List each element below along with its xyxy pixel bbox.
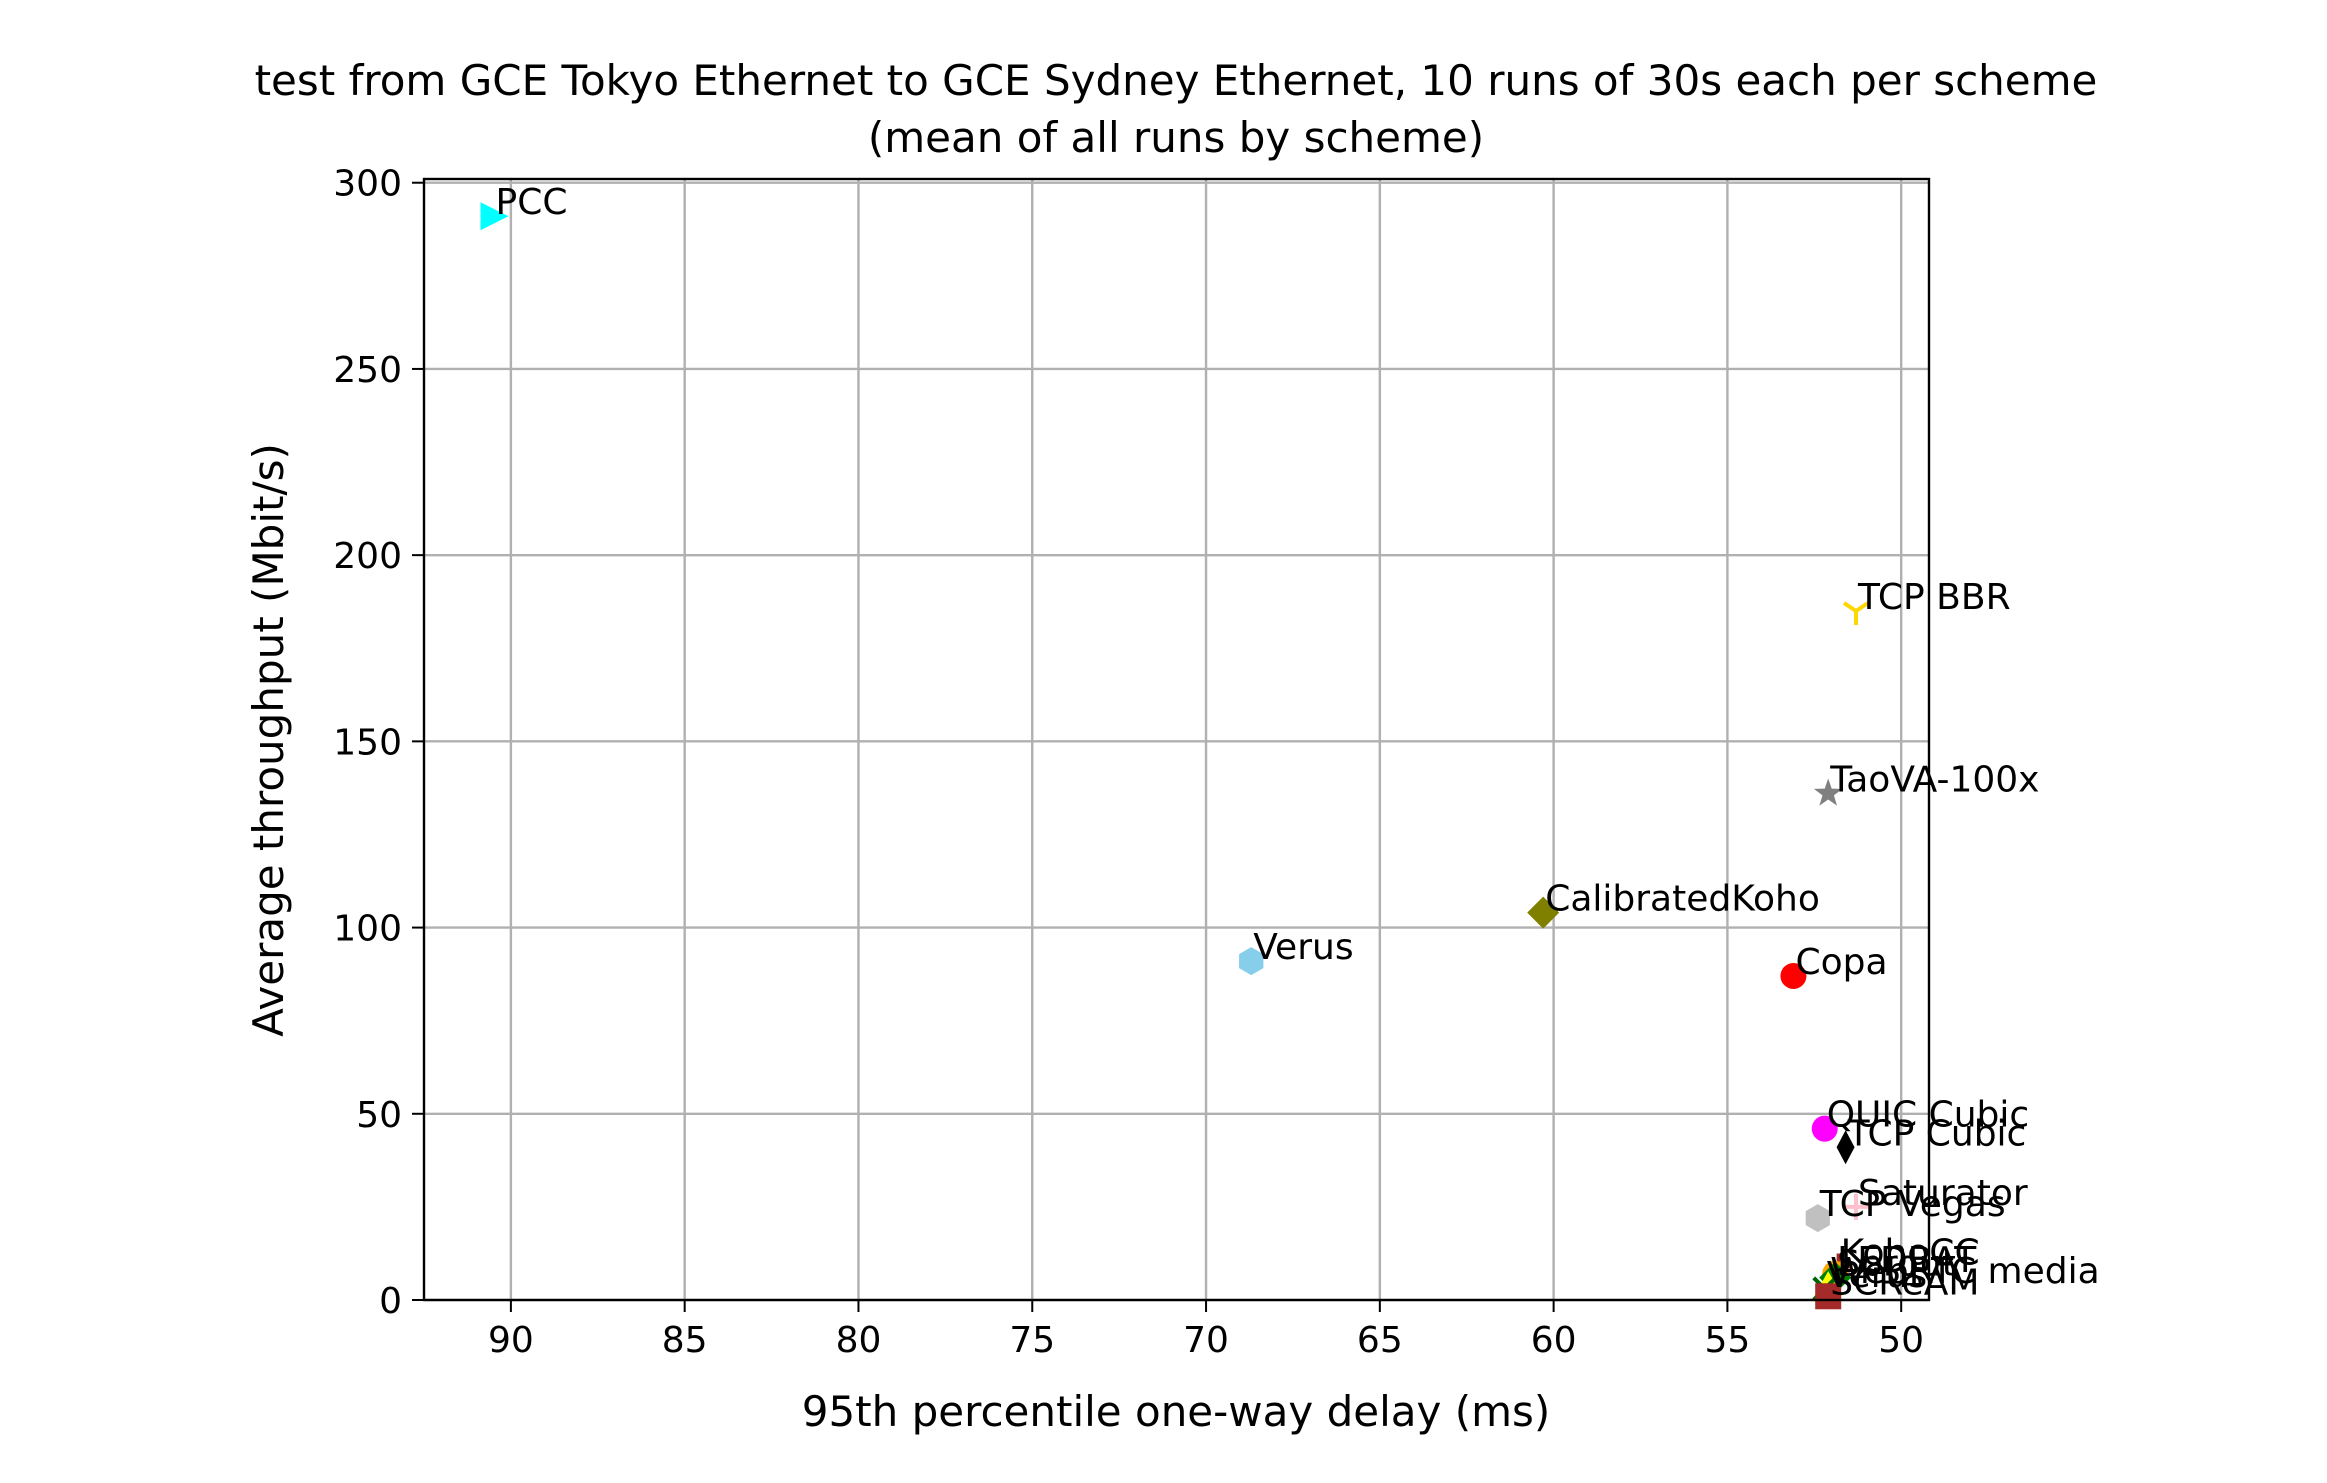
x-tick-label: 65 — [1357, 1320, 1403, 1361]
x-tick-label: 50 — [1878, 1320, 1924, 1361]
point-label: TaoVA-100x — [1829, 760, 2039, 801]
x-tick-label: 55 — [1705, 1320, 1751, 1361]
plot-frame — [422, 177, 1931, 1302]
y-tick-label: 100 — [333, 909, 402, 950]
point-label: KohoCC — [1841, 1232, 1980, 1273]
data-point — [1836, 1130, 1855, 1165]
x-tick-label: 85 — [662, 1320, 708, 1361]
x-tick-label: 75 — [1009, 1320, 1055, 1361]
chart-subtitle: (mean of all runs by scheme) — [868, 113, 1484, 162]
x-axis-label: 95th percentile one-way delay (ms) — [802, 1387, 1551, 1436]
data-point — [480, 202, 509, 231]
x-tick-label: 80 — [836, 1320, 882, 1361]
axis-ticks: 90 85 80 75 70 65 60 55 50 0 50 100 150 200 250 300 — [333, 164, 1924, 1361]
point-label: LEDBAT — [1837, 1240, 1977, 1281]
data-point — [1815, 1283, 1842, 1310]
x-tick-label: 90 — [488, 1320, 534, 1361]
data-point — [1842, 601, 1870, 626]
x-tick-label: 60 — [1531, 1320, 1577, 1361]
point-label: Sprout — [1837, 1244, 1956, 1285]
point-label: Verus — [1253, 927, 1353, 968]
point-label: TCP Cubic — [1847, 1113, 2027, 1154]
y-tick-label: 150 — [333, 722, 402, 763]
data-point — [1239, 947, 1264, 976]
y-tick-label: 50 — [356, 1095, 402, 1136]
data-point — [1811, 1115, 1838, 1142]
y-axis-label: Average throughput (Mbit/s) — [244, 443, 293, 1037]
point-label: TCP Vegas — [1819, 1184, 2006, 1225]
data-point — [1527, 896, 1560, 929]
chart-title: test from GCE Tokyo Ethernet to GCE Sydn… — [255, 56, 2098, 105]
data-points — [480, 202, 1870, 1310]
point-label: CalibratedKoho — [1545, 879, 1820, 920]
point-label: WebRTC media — [1830, 1251, 2099, 1292]
point-label: SCReAM — [1830, 1262, 1979, 1303]
data-point — [1780, 962, 1807, 989]
y-tick-label: 0 — [379, 1281, 402, 1322]
x-tick-label: 70 — [1183, 1320, 1229, 1361]
data-point — [1813, 778, 1843, 806]
point-label: Verus — [1827, 1255, 1927, 1296]
data-point — [1805, 1204, 1830, 1233]
point-label: PCC — [496, 182, 568, 223]
point-label: Copa — [1795, 942, 1887, 983]
data-point — [1843, 1193, 1870, 1220]
grid — [424, 179, 1929, 1302]
point-label: Saturator — [1858, 1173, 2028, 1214]
point-label: TCP BBR — [1857, 577, 2011, 618]
y-tick-label: 250 — [333, 350, 402, 391]
y-tick-label: 300 — [333, 164, 402, 205]
point-labels: PCC TCP BBR TaoVA-100x CalibratedKoho Verus C… — [496, 182, 2100, 1303]
y-tick-label: 200 — [333, 536, 402, 577]
